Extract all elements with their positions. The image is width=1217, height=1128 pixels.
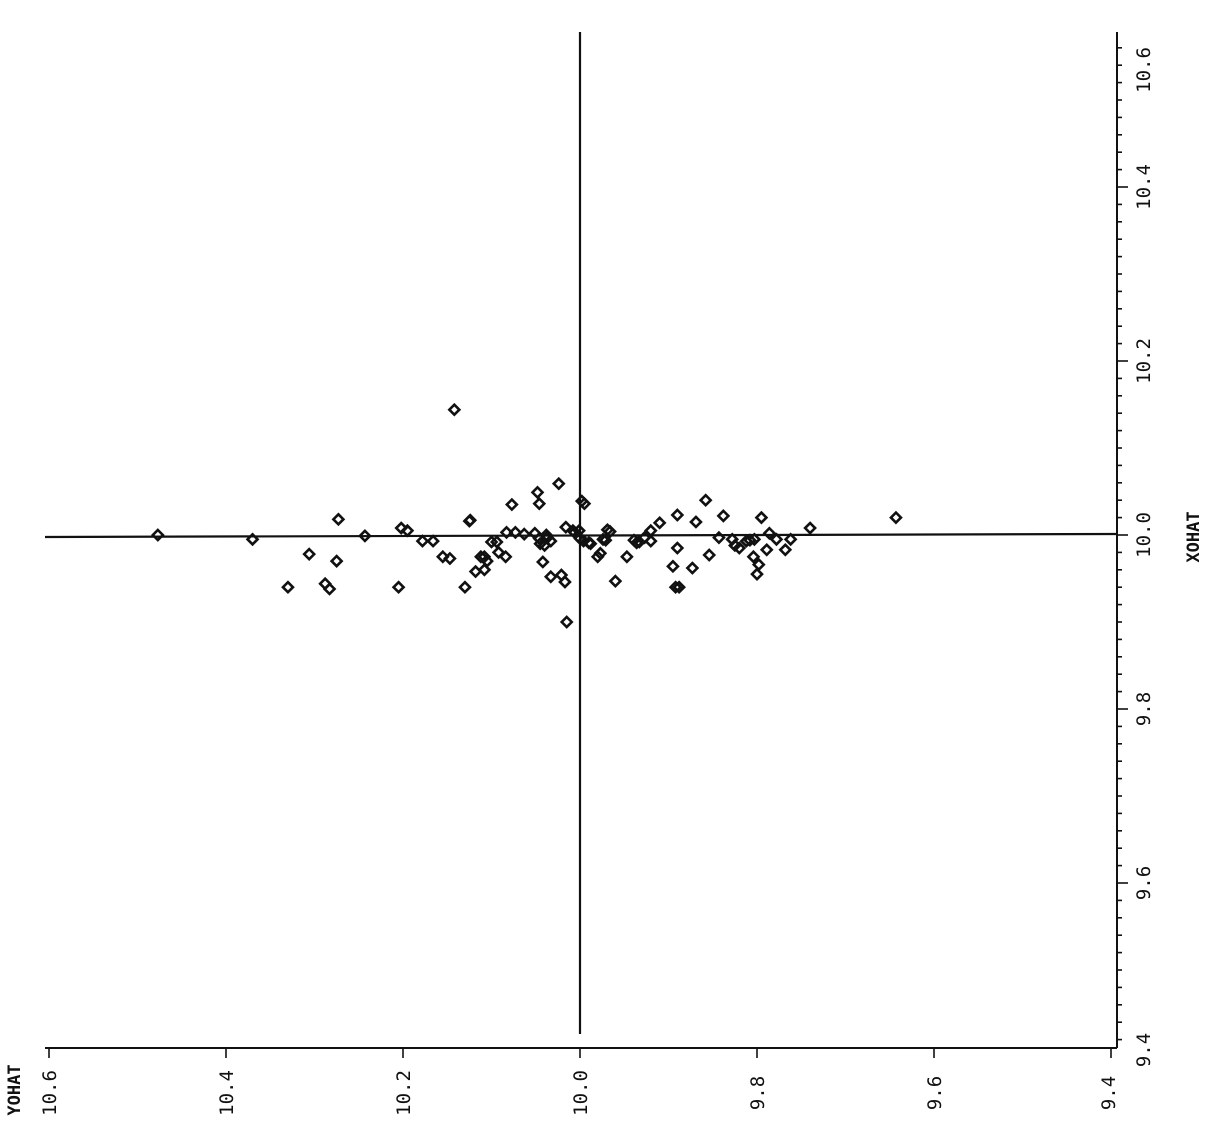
data-point (559, 520, 573, 535)
data-point (754, 510, 769, 525)
tick-labels: 9.4 9.6 9.8 10.0 10.2 10.4 10.6 10.6 10.4 10.2 10.… (39, 47, 1155, 1116)
data-point (702, 548, 717, 562)
x-tick-label: 10.0 (1133, 512, 1155, 558)
data-point (672, 580, 686, 595)
data-point (743, 533, 757, 548)
data-point (426, 534, 440, 548)
data-point (803, 521, 817, 535)
data-point (762, 526, 777, 541)
data-point (670, 541, 685, 555)
data-point (539, 528, 554, 542)
data-point (747, 532, 762, 547)
data-point (603, 524, 617, 539)
x-tick-label: 10.6 (1133, 47, 1155, 93)
data-point (474, 549, 488, 564)
data-point (358, 529, 372, 543)
data-point (508, 525, 523, 540)
data-point (598, 533, 613, 548)
y-tick-label: 10.0 (570, 1070, 592, 1116)
data-point (652, 515, 667, 530)
data-point (505, 497, 519, 512)
y-axis-title: YOHAT (5, 1064, 25, 1115)
data-point (400, 523, 415, 538)
data-point (643, 534, 658, 548)
data-point (415, 534, 430, 548)
tick-marks (48, 46, 1128, 1058)
data-point (331, 512, 346, 527)
data-markers (151, 402, 903, 629)
x-tick-label: 10.4 (1133, 164, 1155, 210)
x-axis-title: XOHAT (1184, 511, 1204, 562)
data-point (322, 582, 337, 596)
y-tick-label: 9.6 (924, 1076, 946, 1110)
data-point (778, 542, 793, 557)
y-tick-label: 9.8 (747, 1076, 769, 1110)
data-point (543, 569, 558, 584)
data-point (302, 547, 317, 561)
data-point (593, 546, 608, 561)
data-point (751, 557, 766, 572)
data-point (670, 508, 685, 522)
data-point (643, 523, 658, 538)
data-point (685, 561, 700, 575)
data-point (590, 549, 605, 564)
data-point (468, 564, 483, 579)
data-point (281, 580, 295, 595)
data-point (391, 580, 406, 595)
data-point (530, 485, 545, 500)
data-point (498, 549, 513, 564)
y-tick-label: 10.6 (39, 1070, 61, 1116)
data-point (463, 513, 478, 528)
data-point (746, 549, 761, 564)
data-point (499, 525, 514, 540)
data-point (608, 574, 623, 588)
y-tick-label: 10.2 (393, 1070, 415, 1116)
data-point (480, 554, 494, 568)
data-point (394, 521, 409, 535)
x-tick-label: 9.8 (1133, 692, 1155, 726)
x-tick-label: 10.2 (1133, 338, 1155, 384)
data-point (151, 528, 165, 542)
data-point (583, 536, 598, 551)
data-point (447, 402, 462, 417)
data-point (532, 496, 547, 511)
data-point (620, 549, 634, 564)
data-point (712, 530, 726, 545)
data-point (489, 535, 504, 549)
data-point (535, 555, 550, 569)
data-point (716, 509, 731, 523)
y-tick-label: 10.4 (216, 1070, 238, 1116)
data-point (517, 527, 532, 541)
data-point (666, 559, 680, 574)
data-point (750, 567, 764, 581)
data-point (329, 554, 344, 568)
data-point (698, 493, 713, 508)
data-point (637, 530, 652, 545)
data-point (435, 549, 450, 564)
data-point (769, 532, 784, 547)
data-point (759, 542, 774, 557)
data-point (533, 536, 548, 551)
x-tick-label: 9.6 (1133, 866, 1155, 900)
data-point (458, 580, 472, 595)
data-point (783, 532, 798, 547)
y-tick-label: 9.4 (1098, 1076, 1120, 1110)
data-point (559, 615, 574, 629)
data-point (732, 541, 747, 555)
x-tick-label: 9.4 (1133, 1033, 1155, 1067)
data-point (443, 551, 457, 566)
data-point (689, 515, 703, 529)
data-point (551, 476, 566, 491)
data-point (577, 496, 592, 511)
data-point (889, 510, 903, 525)
data-point (668, 580, 683, 595)
data-point (558, 575, 572, 589)
data-point (245, 532, 260, 547)
data-point (491, 545, 506, 560)
data-point (477, 562, 492, 577)
